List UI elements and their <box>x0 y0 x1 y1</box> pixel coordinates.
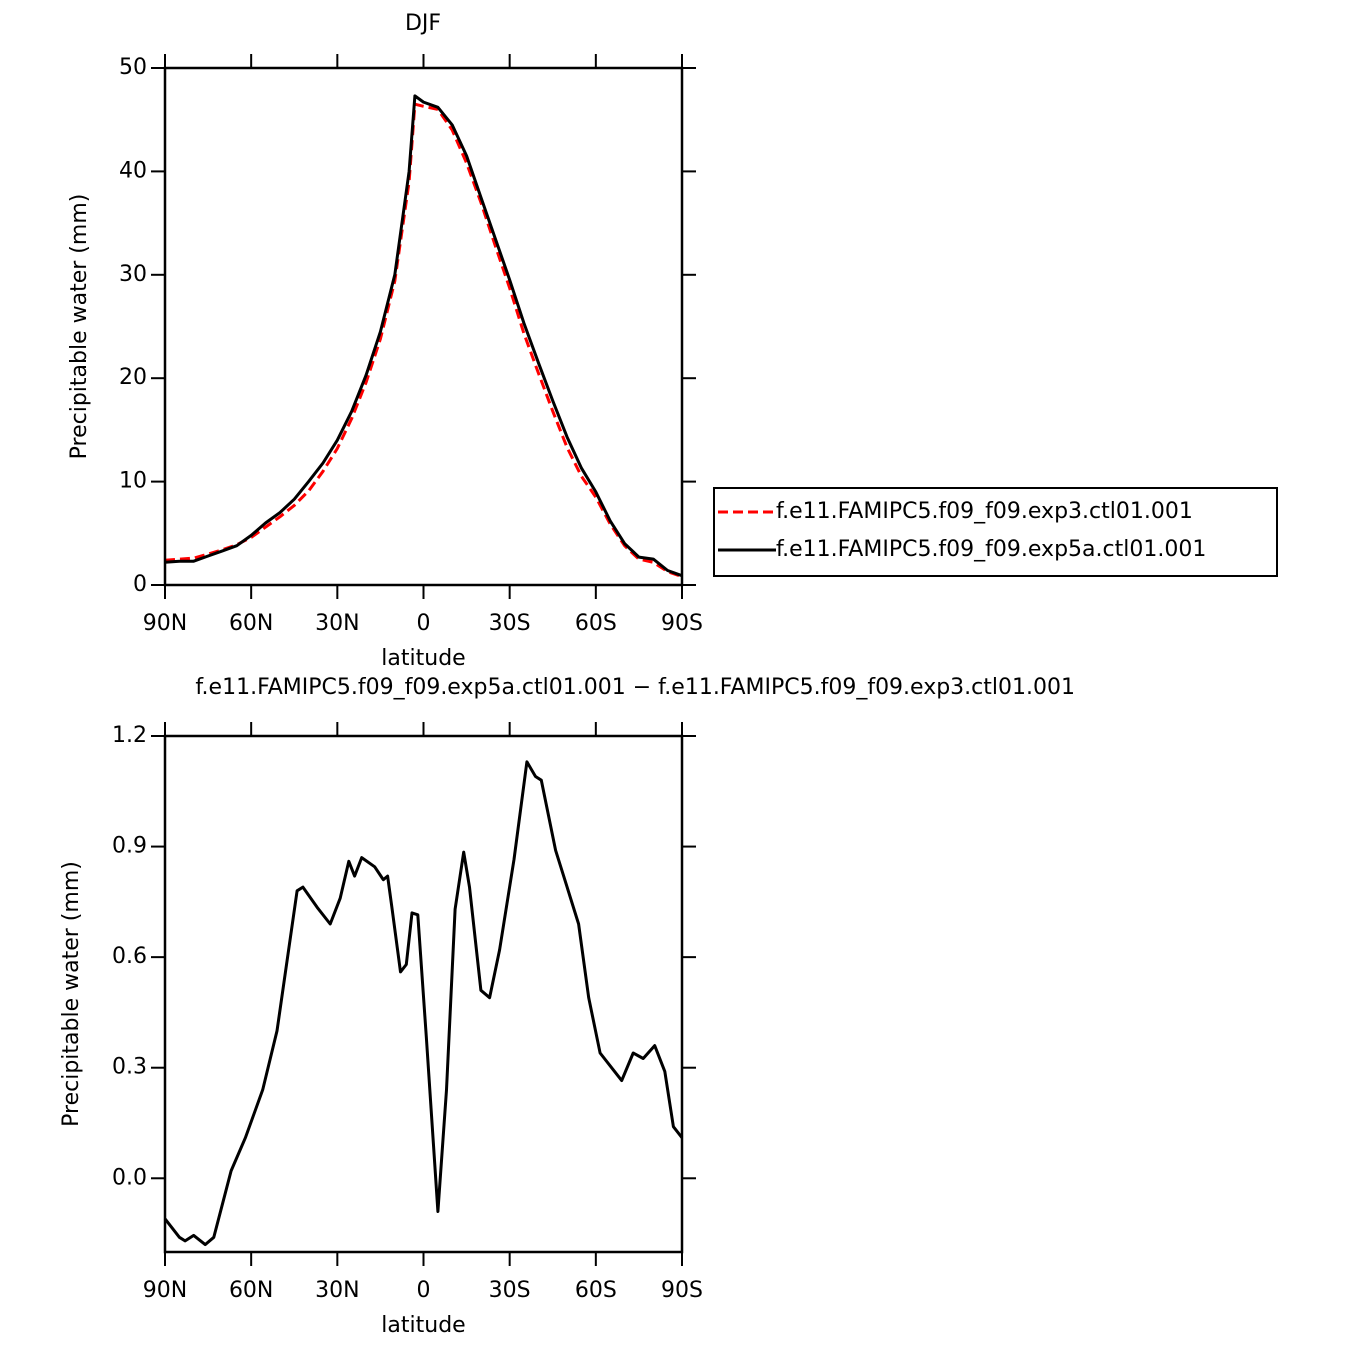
legend-label: f.e11.FAMIPC5.f09_f09.exp3.ctl01.001 <box>776 499 1193 524</box>
chart-title: f.e11.FAMIPC5.f09_f09.exp5a.ctl01.001 − … <box>195 675 1075 700</box>
y-tick-label: 30 <box>119 262 147 287</box>
legend-label: f.e11.FAMIPC5.f09_f09.exp5a.ctl01.001 <box>776 537 1206 562</box>
y-tick-label: 0.3 <box>112 1055 147 1080</box>
y-tick-label: 1.2 <box>112 723 147 748</box>
y-tick-label: 0.0 <box>112 1165 147 1190</box>
legend-box <box>713 487 1278 577</box>
y-tick-label: 50 <box>119 55 147 80</box>
y-tick-label: 0.9 <box>112 834 147 859</box>
x-tick-label: 90S <box>661 1278 703 1303</box>
plot-frame <box>163 66 684 587</box>
y-tick-label: 0.6 <box>112 944 147 969</box>
x-axis-label: latitude <box>381 646 465 671</box>
x-tick-label: 90N <box>143 1278 187 1303</box>
x-tick-label: 30N <box>315 611 359 636</box>
y-tick-label: 20 <box>119 365 147 390</box>
plot-frame <box>163 734 684 1254</box>
x-tick-label: 60S <box>575 1278 617 1303</box>
y-axis-label: Precipitable water (mm) <box>59 861 84 1127</box>
x-tick-label: 30N <box>315 1278 359 1303</box>
x-tick-label: 30S <box>489 1278 531 1303</box>
series-line <box>164 94 683 578</box>
chart-title: DJF <box>405 11 441 36</box>
x-tick-label: 30S <box>489 611 531 636</box>
series-line <box>163 760 684 1247</box>
series-line <box>164 102 683 579</box>
y-tick-label: 0 <box>133 572 147 597</box>
y-axis-label: Precipitable water (mm) <box>67 194 92 460</box>
x-tick-label: 90S <box>661 611 703 636</box>
x-tick-label: 60N <box>229 611 273 636</box>
x-tick-label: 60S <box>575 611 617 636</box>
x-tick-label: 60N <box>229 1278 273 1303</box>
y-tick-label: 40 <box>119 158 147 183</box>
y-tick-label: 10 <box>119 469 147 494</box>
x-tick-label: 0 <box>417 1278 431 1303</box>
x-axis-label: latitude <box>381 1313 465 1338</box>
x-tick-label: 90N <box>143 611 187 636</box>
x-tick-label: 0 <box>417 611 431 636</box>
